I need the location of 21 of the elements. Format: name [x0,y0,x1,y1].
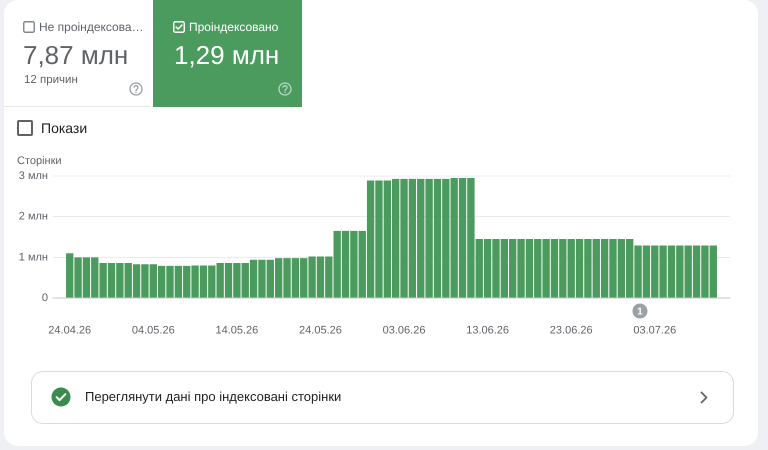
y-tick-label: 1 млн [18,251,48,264]
text: Покази [41,120,88,136]
text: 12 причин [24,73,78,87]
x-tick-label: 23.06.26 [550,324,593,337]
x-tick-label: 04.05.26 [132,324,175,337]
x-tick-label: 13.06.26 [466,324,510,337]
x-tick-label: 03.07.26 [633,324,676,337]
y-axis-title: Сторінки [17,155,62,168]
x-tick-label: 24.05.26 [299,324,342,337]
y-tick-label: 2 млн [18,210,48,223]
text: 1,29 млн [174,40,280,70]
y-tick-label: 0 [42,292,48,304]
text: Переглянути дані про індексовані сторінки [85,389,342,405]
x-tick-label: 14.05.26 [215,324,258,337]
y-tick-label: 3 млн [18,170,48,182]
text: Не проіндексова… [39,20,144,34]
x-tick-label: 03.06.26 [382,324,426,337]
text: Проіндексовано [189,20,278,34]
x-tick-label: 24.04.26 [48,324,92,337]
text: 1 [637,306,644,318]
text: 7,87 млн [23,40,128,70]
